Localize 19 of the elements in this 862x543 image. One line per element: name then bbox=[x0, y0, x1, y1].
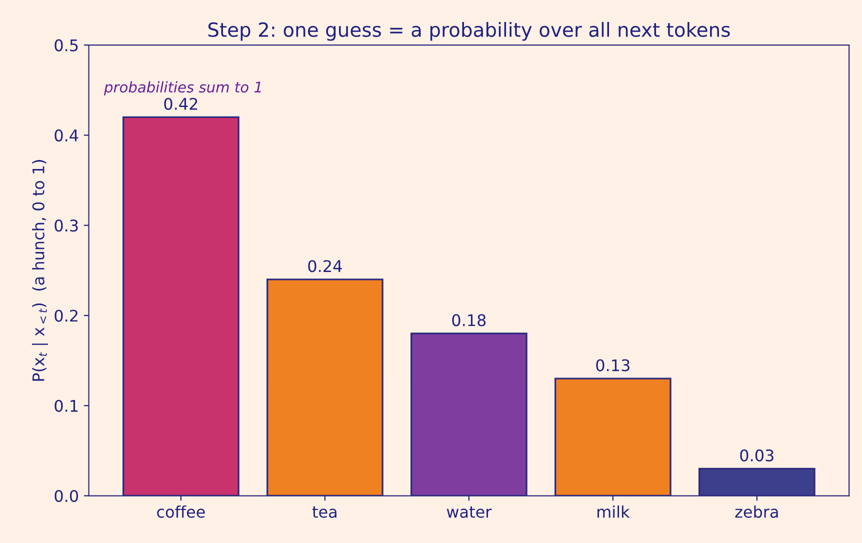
y-tick-label: 0.4 bbox=[54, 129, 78, 142]
y-axis-title: P(x$_{t}$ | x$_{<t}$) (a hunch, 0 to 1) bbox=[32, 160, 48, 381]
x-tick-label: milk bbox=[598, 505, 630, 518]
data-label: 0.42 bbox=[164, 98, 198, 110]
annotation: probabilities sum to 1 bbox=[104, 81, 261, 96]
x-tick-label: tea bbox=[312, 506, 336, 518]
x-tick-label: water bbox=[446, 506, 492, 518]
data-label: 0.24 bbox=[308, 260, 342, 272]
y-tick-label: 0.2 bbox=[54, 310, 78, 322]
y-tick-label: 0.3 bbox=[54, 220, 78, 232]
chart-title: Step 2: one guess = a probability over all next tokens bbox=[208, 22, 730, 41]
data-label: 0.03 bbox=[740, 449, 774, 462]
x-tick-label: coffee bbox=[157, 505, 205, 518]
x-tick-label: zebra bbox=[735, 505, 778, 518]
y-tick-label: 0.1 bbox=[54, 400, 78, 412]
data-label: 0.18 bbox=[452, 314, 486, 326]
y-tick-label: 0.5 bbox=[54, 39, 78, 52]
y-tick-label: 0.0 bbox=[54, 490, 78, 502]
data-label: 0.13 bbox=[596, 359, 630, 372]
